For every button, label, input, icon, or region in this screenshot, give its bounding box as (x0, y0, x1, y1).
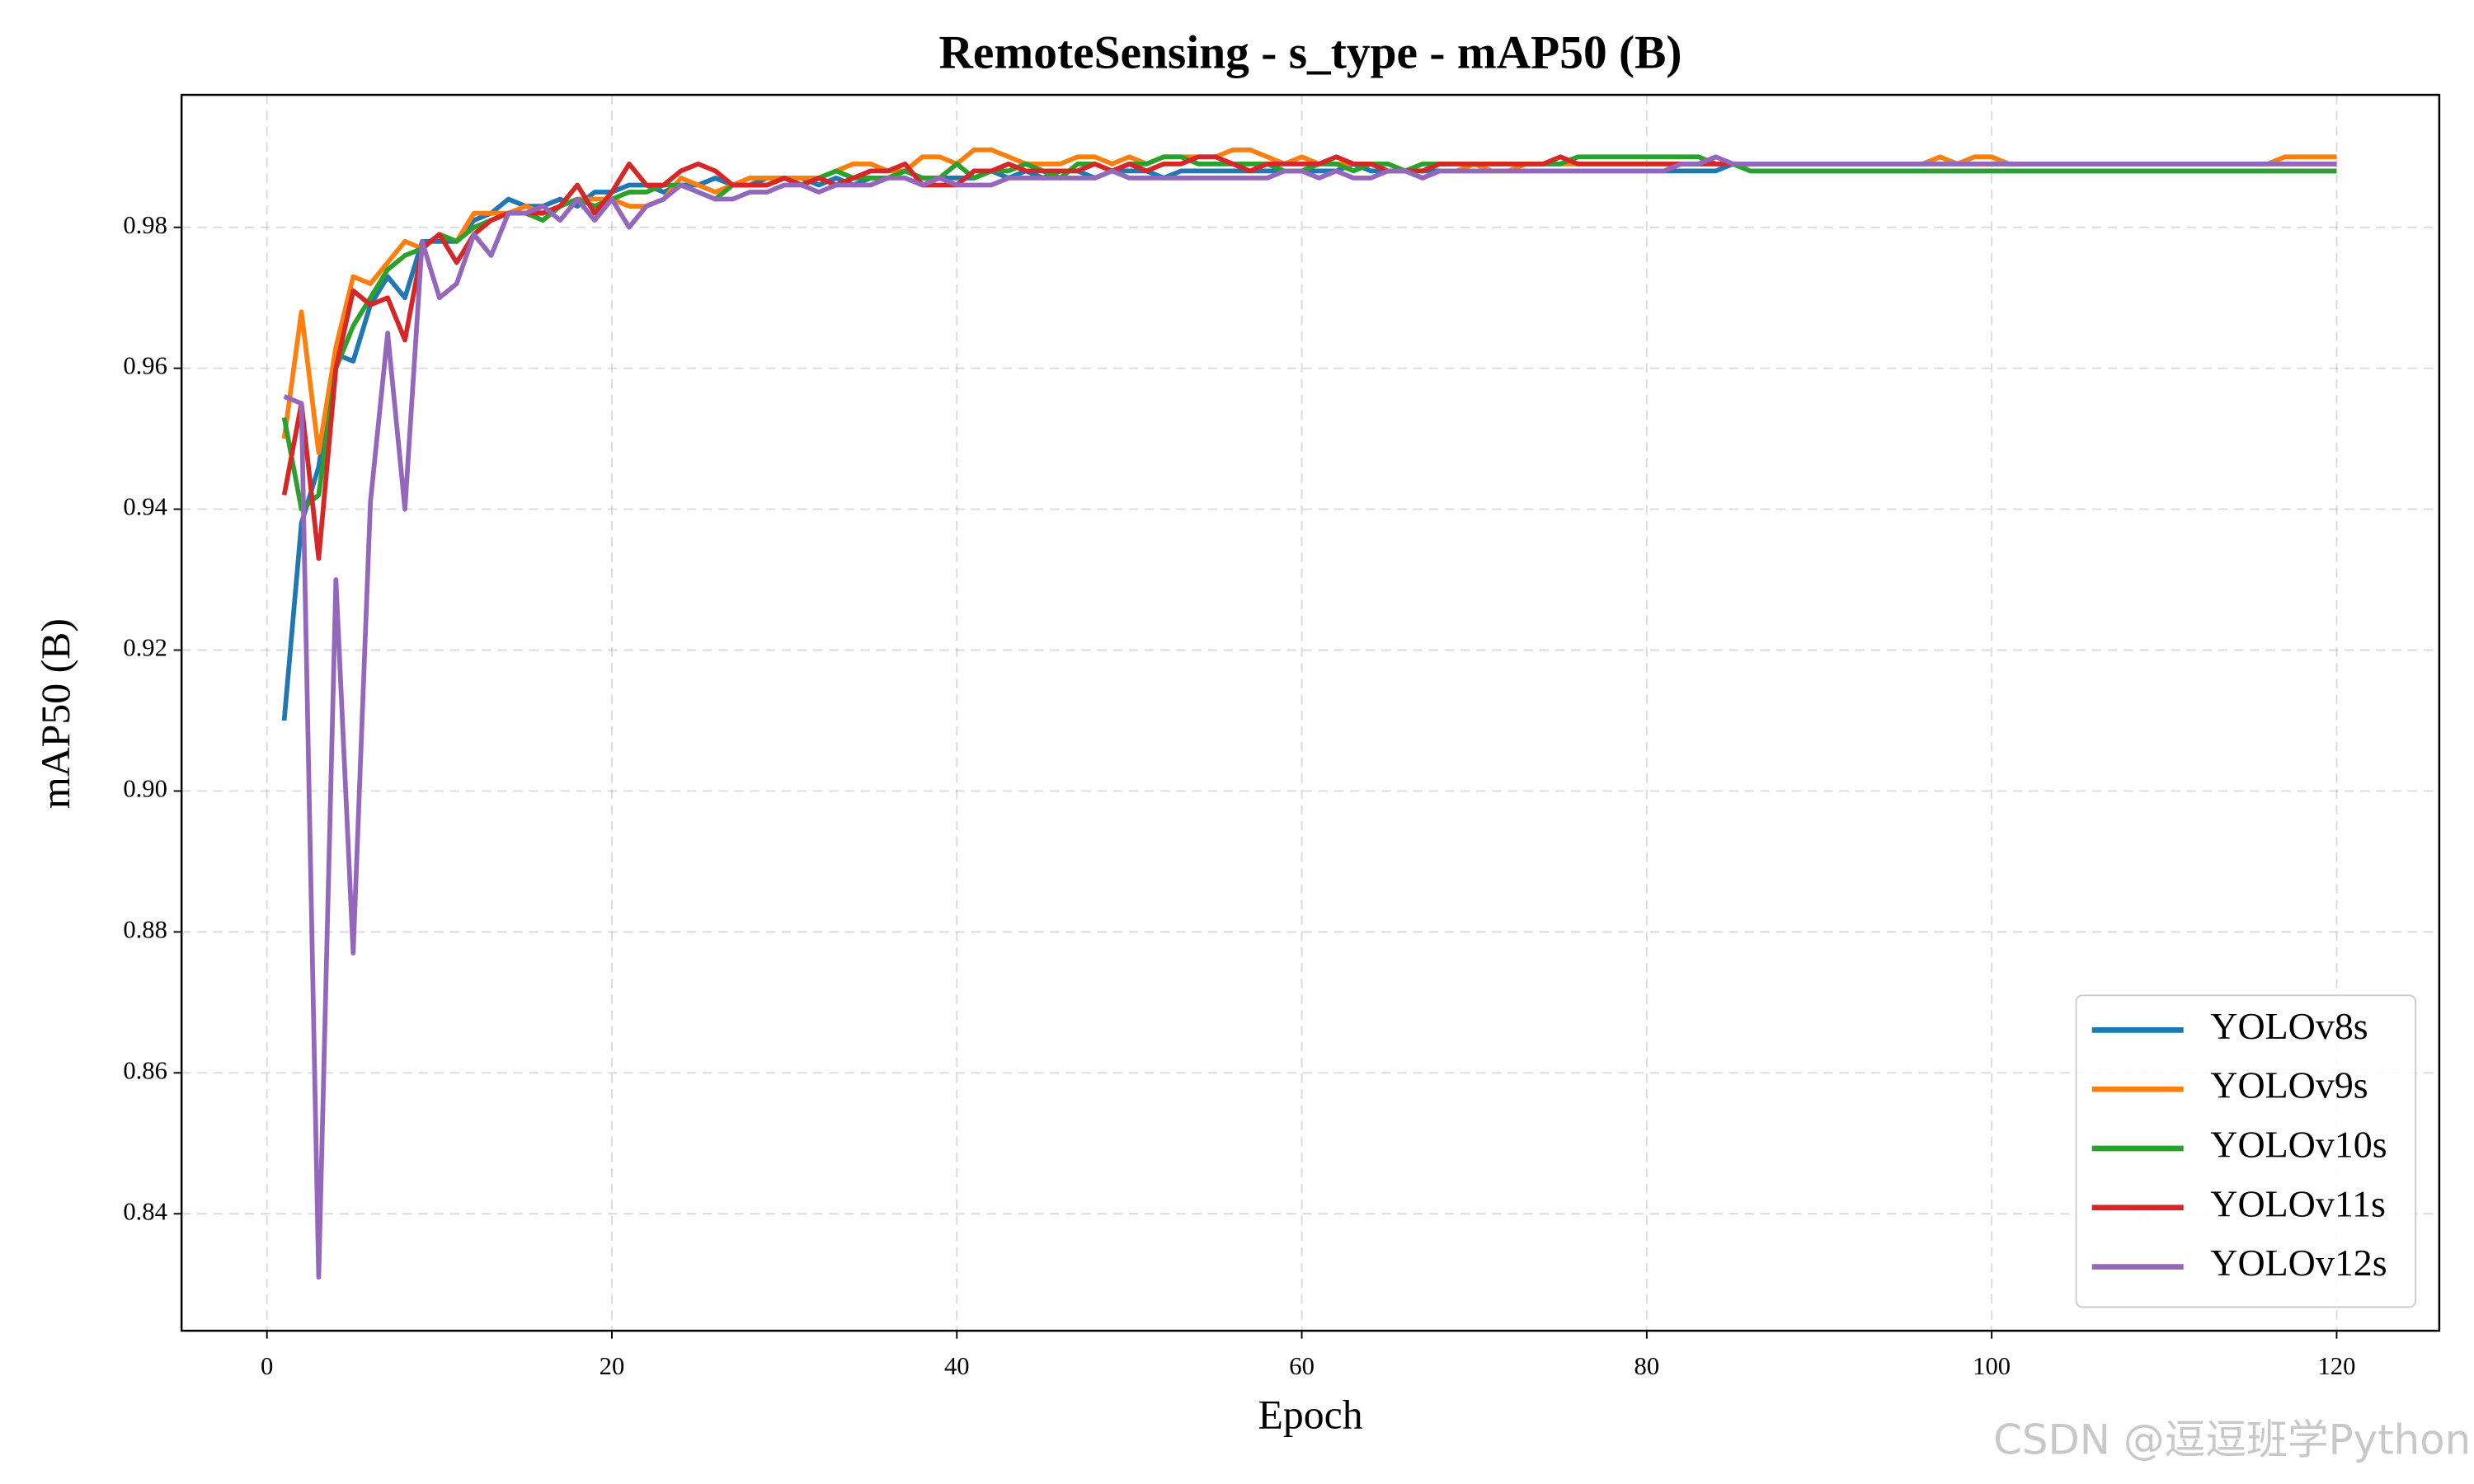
x-tick-label: 120 (2317, 1352, 2355, 1380)
y-tick-label: 0.94 (123, 493, 167, 521)
legend-box (2075, 994, 2417, 1308)
watermark: CSDN @逗逗班学Python (1993, 1416, 2471, 1464)
x-tick-label: 80 (1634, 1352, 1660, 1380)
y-tick-label: 0.96 (123, 352, 167, 380)
y-tick-label: 0.86 (123, 1056, 167, 1084)
legend-label: YOLOv8s (2210, 1005, 2368, 1047)
legend: YOLOv8s YOLOv9s YOLOv10s YOLOv11s YOLOv12s (2075, 994, 2417, 1308)
y-tick-label: 0.88 (123, 915, 167, 943)
x-tick-label: 100 (1973, 1352, 2011, 1380)
chart-title: RemoteSensing - s_type - mAP50 (B) (938, 26, 1681, 78)
plot-frame (180, 93, 2441, 1332)
y-tick-label: 0.92 (123, 634, 167, 662)
series-line (281, 154, 2337, 512)
y-tick-label: 0.90 (123, 774, 167, 802)
x-tick-label: 40 (944, 1352, 970, 1380)
legend-label: YOLOv11s (2210, 1182, 2386, 1224)
x-tick-label: 20 (600, 1352, 625, 1380)
x-axis-label: Epoch (1258, 1392, 1362, 1438)
y-tick-label: 0.84 (123, 1197, 167, 1225)
x-tick-label: 60 (1289, 1352, 1315, 1380)
series-line (281, 147, 2337, 456)
legend-label: YOLOv12s (2210, 1242, 2387, 1284)
x-tick-label: 0 (261, 1352, 273, 1380)
y-tick-label: 0.98 (123, 211, 167, 239)
legend-label: YOLOv10s (2210, 1124, 2387, 1166)
legend-label: YOLOv9s (2210, 1064, 2368, 1106)
series-line (283, 154, 2337, 1280)
y-axis-label: mAP50 (B) (33, 618, 78, 809)
